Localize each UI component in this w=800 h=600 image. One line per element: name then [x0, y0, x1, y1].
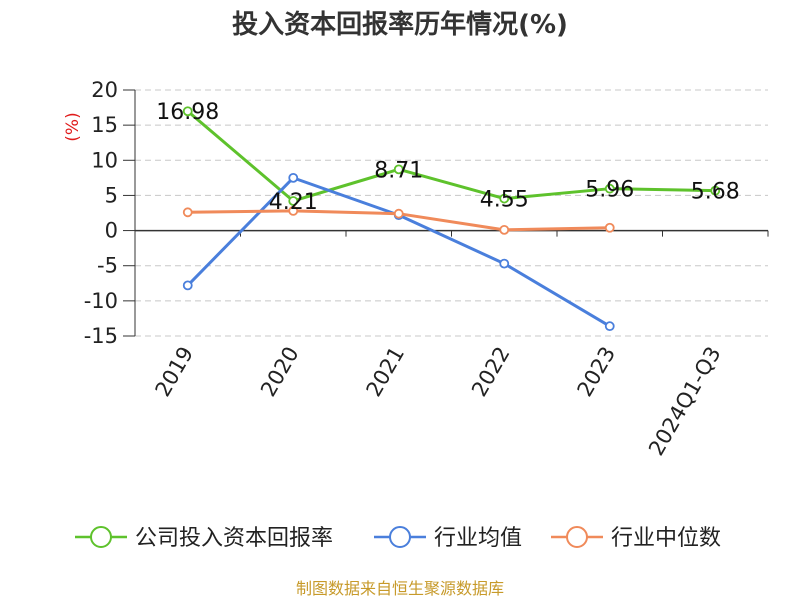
x-tick-label: 2023 [573, 343, 621, 401]
data-point[interactable] [288, 205, 299, 216]
x-tick-label: 2021 [362, 343, 410, 401]
legend-item-1[interactable]: 行业均值 [374, 526, 522, 551]
legend-marker [90, 526, 112, 548]
data-point[interactable] [710, 185, 721, 196]
legend-label: 行业均值 [434, 526, 522, 551]
legend-marker [566, 526, 588, 548]
data-label: 4.55 [480, 188, 529, 213]
y-tick-label: 10 [91, 148, 118, 172]
y-tick-label: -15 [84, 324, 118, 348]
y-tick-label: 20 [91, 78, 118, 102]
data-labels: 16.98 4.21 8.71 4.55 5.96 5.68 [156, 100, 739, 215]
source-note: 制图数据来自恒生聚源数据库 [296, 579, 504, 598]
data-point[interactable] [288, 196, 299, 206]
data-point[interactable] [499, 224, 510, 235]
legend-marker [389, 526, 411, 548]
data-label: 4.21 [269, 190, 318, 215]
data-point[interactable] [604, 183, 615, 194]
legend-item-0[interactable]: 公司投入资本回报率 [75, 526, 333, 551]
data-point[interactable] [499, 258, 510, 269]
legend-label: 公司投入资本回报率 [135, 526, 333, 551]
data-label: 8.71 [374, 158, 423, 183]
y-axis-unit: (%) [63, 112, 83, 141]
data-point[interactable] [604, 222, 615, 233]
series-line-0 [186, 110, 716, 203]
y-tick-label: -5 [97, 254, 118, 278]
y-tick-label: -10 [84, 289, 118, 313]
legend-label: 行业中位数 [611, 526, 721, 551]
y-tick-label: 5 [105, 183, 118, 207]
x-tick-label: 2020 [256, 343, 304, 401]
chart-title: 投入资本回报率历年情况(%) [232, 9, 568, 40]
data-point[interactable] [182, 207, 193, 218]
series-line-1 [186, 176, 611, 328]
data-point[interactable] [393, 164, 404, 175]
data-label: 5.96 [585, 178, 634, 203]
data-point[interactable] [182, 280, 193, 291]
data-point[interactable] [499, 193, 510, 204]
y-tick-label: 15 [91, 113, 118, 137]
x-tick-label: 2024Q1-Q3 [644, 343, 726, 460]
series-lines [182, 106, 721, 332]
data-point[interactable] [288, 172, 299, 183]
data-point[interactable] [393, 208, 404, 219]
axes: 20 15 10 5 0 -5 -10 -15 2019 2020 2021 2022 2023 2024… [84, 78, 769, 460]
data-point[interactable] [604, 321, 615, 332]
data-label: 5.68 [691, 180, 740, 205]
y-tick-label: 0 [105, 219, 118, 243]
legend-item-2[interactable]: 行业中位数 [551, 526, 721, 551]
x-tick-label: 2019 [151, 343, 199, 401]
legend[interactable]: 公司投入资本回报率 行业均值 行业中位数 [75, 526, 721, 551]
data-point[interactable] [182, 106, 193, 117]
grid-lines [135, 89, 768, 337]
data-label: 16.98 [156, 100, 219, 125]
x-tick-label: 2022 [467, 343, 515, 401]
